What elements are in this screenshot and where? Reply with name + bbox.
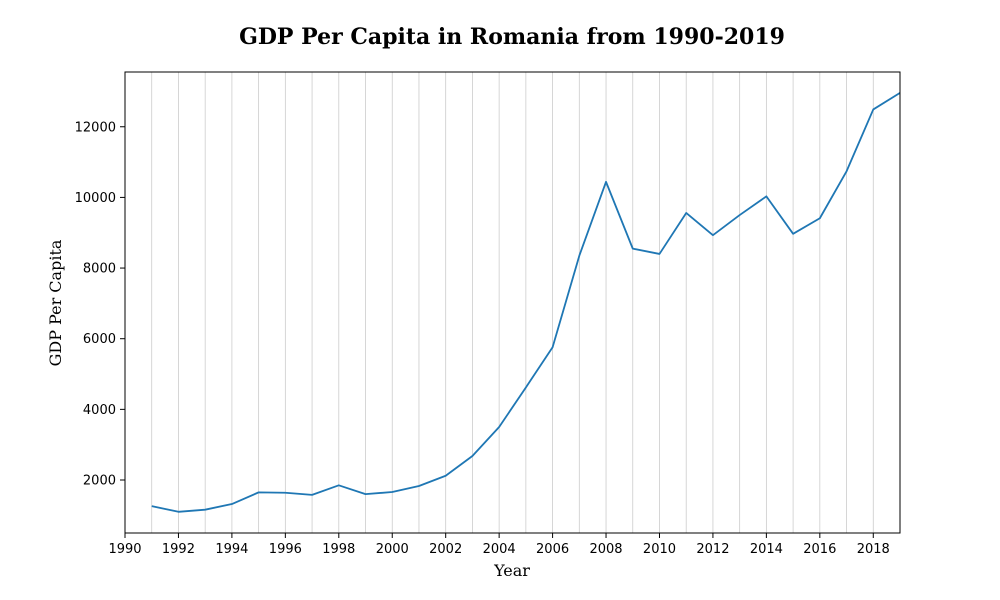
x-tick-label: 2006 xyxy=(536,542,569,557)
y-axis-label: GDP Per Capita xyxy=(46,239,65,366)
y-tick-label: 2000 xyxy=(83,474,116,489)
y-tick-label: 4000 xyxy=(83,403,116,418)
x-tick-label: 2016 xyxy=(803,542,836,557)
x-tick-label: 1994 xyxy=(215,542,248,557)
grid-lines xyxy=(151,72,874,533)
y-tick-label: 10000 xyxy=(75,191,116,206)
x-axis-label: Year xyxy=(493,561,530,580)
plot-frame xyxy=(124,71,901,534)
x-tick-label: 1996 xyxy=(269,542,302,557)
series-layer xyxy=(151,92,901,513)
x-tick-label: 2018 xyxy=(857,542,890,557)
y-axis-ticks: 2000 4000 6000 8000 10000 12000 xyxy=(75,120,125,489)
chart-title: GDP Per Capita in Romania from 1990-2019 xyxy=(239,24,785,50)
series-line-gdp-per-capita xyxy=(151,92,901,513)
x-tick-label: 2000 xyxy=(376,542,409,557)
x-tick-label: 1990 xyxy=(108,542,141,557)
x-tick-label: 2014 xyxy=(750,542,783,557)
x-axis-ticks: 1990 1992 1994 1996 1998 2000 2002 2004 2006 2008… xyxy=(108,533,890,557)
x-tick-label: 1998 xyxy=(322,542,355,557)
x-tick-label: 2010 xyxy=(643,542,676,557)
y-tick-label: 12000 xyxy=(75,120,116,135)
y-tick-label: 8000 xyxy=(83,262,116,277)
y-tick-label: 6000 xyxy=(83,332,116,347)
x-tick-label: 2008 xyxy=(589,542,622,557)
x-tick-label: 2012 xyxy=(696,542,729,557)
x-tick-label: 2004 xyxy=(483,542,516,557)
x-tick-label: 2002 xyxy=(429,542,462,557)
x-tick-label: 1992 xyxy=(162,542,195,557)
